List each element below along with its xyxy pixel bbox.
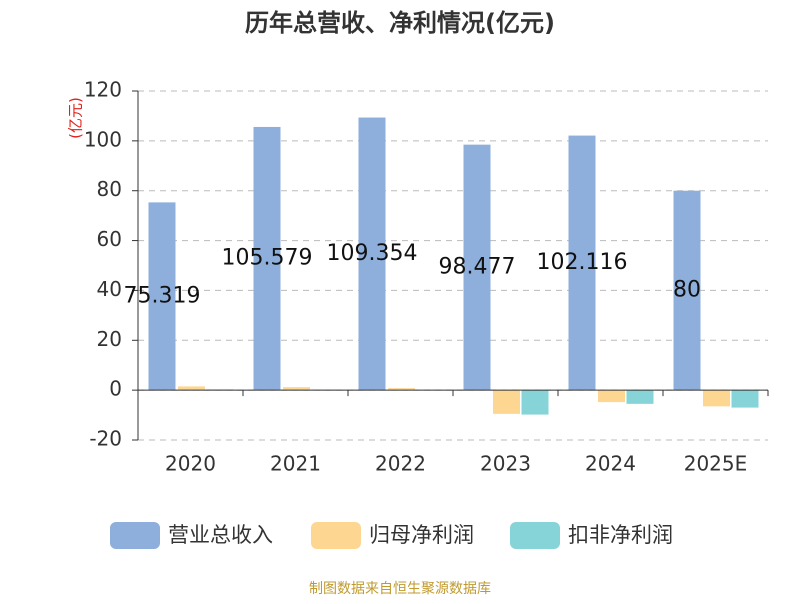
bar — [627, 390, 654, 404]
data-label: 75.319 — [124, 283, 201, 308]
x-tick-label: 2025E — [684, 452, 748, 476]
legend-label: 归母净利润 — [369, 523, 474, 547]
data-label: 102.116 — [537, 250, 628, 275]
data-label: 109.354 — [327, 241, 418, 266]
y-tick-label: 100 — [84, 127, 122, 151]
y-tick-label: -20 — [89, 427, 122, 451]
data-label: 98.477 — [439, 254, 516, 279]
legend-swatch — [110, 522, 160, 549]
data-label: 80 — [673, 277, 701, 302]
bar — [178, 386, 205, 390]
bar — [598, 390, 625, 402]
y-tick-label: 0 — [109, 377, 122, 401]
x-tick-label: 2023 — [480, 452, 531, 476]
chart-title: 历年总营收、净利情况(亿元) — [245, 9, 555, 37]
legend-swatch — [311, 522, 361, 549]
x-tick-label: 2021 — [270, 452, 321, 476]
legend-label: 营业总收入 — [168, 523, 273, 547]
y-tick-label: 40 — [97, 277, 122, 301]
y-tick-label: 60 — [97, 227, 122, 251]
legend-swatch — [510, 522, 560, 549]
bar — [493, 390, 520, 414]
bar — [522, 390, 549, 414]
y-tick-label: 120 — [84, 78, 122, 102]
x-tick-label: 2022 — [375, 452, 426, 476]
source-note: 制图数据来自恒生聚源数据库 — [309, 581, 491, 597]
legend-label: 扣非净利润 — [568, 523, 673, 547]
y-tick-label: 80 — [97, 177, 122, 201]
y-tick-label: 20 — [97, 327, 122, 351]
bar — [732, 390, 759, 407]
data-label: 105.579 — [222, 246, 313, 271]
y-axis-label: (亿元) — [67, 97, 85, 139]
x-tick-label: 2020 — [165, 452, 216, 476]
x-tick-label: 2024 — [585, 452, 636, 476]
bar — [703, 390, 730, 406]
